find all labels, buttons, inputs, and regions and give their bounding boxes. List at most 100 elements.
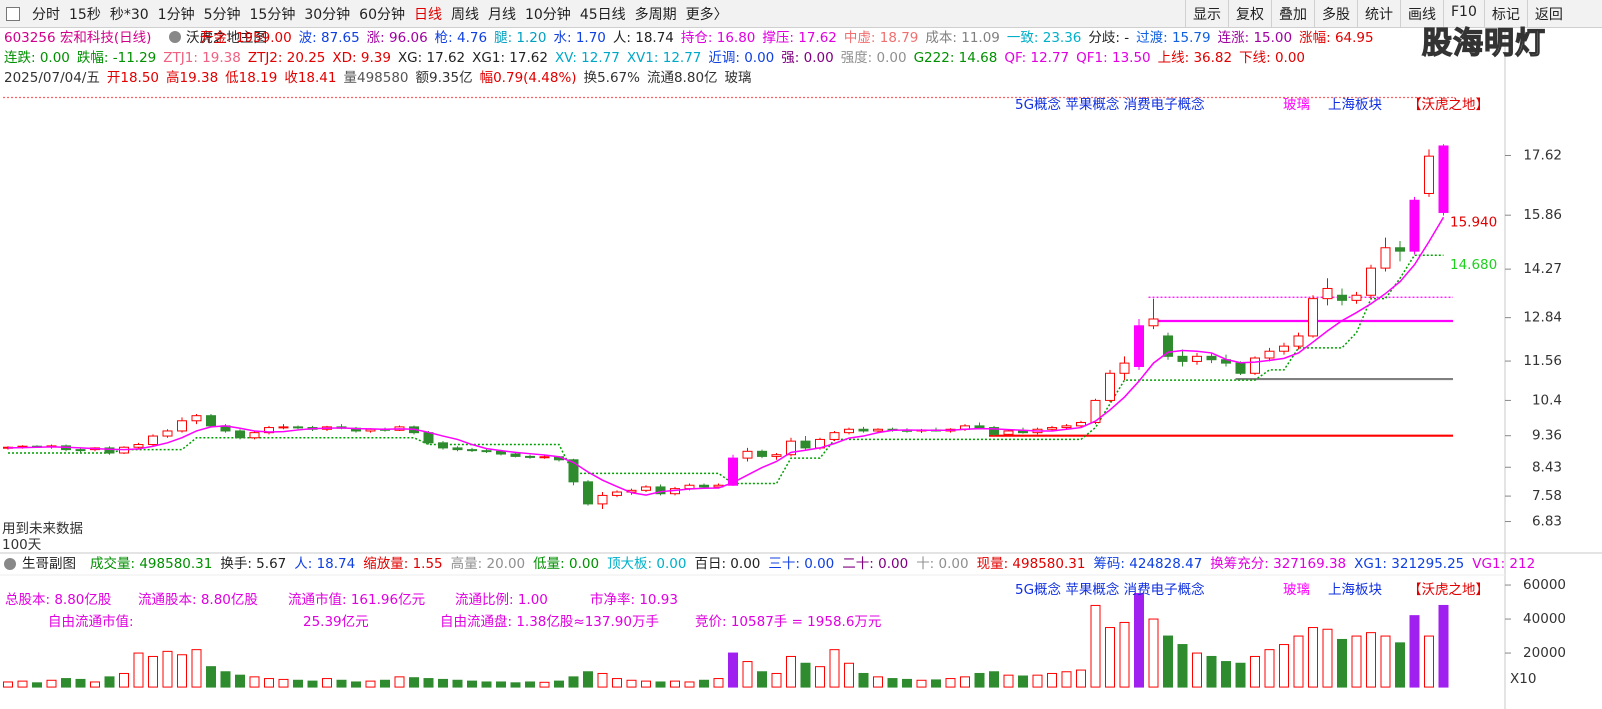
info-row: 连跌: 0.00 跌幅: -11.29 ZTJ1: 19.38 ZTJ2: 20.25… bbox=[4, 48, 1504, 68]
sub-header-item: 三十: 0.00 bbox=[768, 556, 834, 572]
candle-body bbox=[1105, 372, 1115, 401]
chart-note: 用到未来数据 bbox=[2, 521, 83, 537]
candle-body bbox=[539, 456, 550, 459]
volume-bar bbox=[1018, 675, 1028, 688]
info-item: 涨幅: 64.95 bbox=[1299, 30, 1374, 46]
concept-label: 5G概念 苹果概念 消费电子概念 bbox=[1015, 96, 1205, 113]
period-tab[interactable]: 更多〉 bbox=[685, 6, 728, 23]
stock-info: 竞价: 10587手 = 1958.6万元 bbox=[695, 613, 881, 630]
candle-body bbox=[249, 432, 260, 439]
tool-button[interactable]: 多股 bbox=[1314, 0, 1357, 27]
period-tab[interactable]: 多周期 bbox=[634, 6, 677, 23]
volume-bar bbox=[496, 681, 506, 688]
info-item: 连跌: 0.00 bbox=[4, 50, 70, 66]
candle-body bbox=[757, 450, 767, 457]
period-tab[interactable]: 月线 bbox=[487, 6, 516, 23]
info-item: XG1: 17.62 bbox=[472, 50, 548, 66]
candle-body bbox=[1395, 247, 1405, 252]
info-item: XD: 9.39 bbox=[332, 50, 391, 66]
stock-info: 流通市值: 161.96亿元 bbox=[288, 591, 425, 608]
menu-icon[interactable] bbox=[6, 7, 20, 21]
info-row: 开金: 1959.00 波: 87.65 涨: 96.06 枪: 4.76 腿: 1.2… bbox=[200, 28, 1415, 48]
period-tab[interactable]: 日线 bbox=[413, 6, 442, 23]
volume-bar bbox=[1380, 635, 1391, 688]
info-item: 近调: 0.00 bbox=[708, 50, 775, 66]
candle-body bbox=[133, 444, 144, 448]
info-item: 流通8.80亿 bbox=[646, 70, 718, 86]
info-item: G222: 14.68 bbox=[913, 50, 998, 66]
y-tick-label: 9.36 bbox=[1532, 428, 1562, 444]
info-item: XV: 12.77 bbox=[554, 50, 620, 66]
tool-button[interactable]: 返回 bbox=[1526, 0, 1570, 27]
settings-icon[interactable] bbox=[4, 558, 16, 570]
volume-bar bbox=[583, 671, 593, 688]
volume-bar bbox=[307, 680, 318, 688]
tool-button[interactable]: 显示 bbox=[1185, 0, 1228, 27]
volume-bar bbox=[1308, 627, 1318, 688]
period-tab[interactable]: 秒*30 bbox=[109, 6, 149, 23]
settings-icon[interactable] bbox=[169, 31, 181, 43]
info-item: QF1: 13.50 bbox=[1076, 50, 1151, 66]
concept-label: 上海板块 bbox=[1328, 97, 1382, 113]
volume-bar bbox=[1366, 632, 1376, 688]
period-tab[interactable]: 1分钟 bbox=[157, 6, 195, 23]
sub-chart-title: 生哥副图 bbox=[22, 556, 76, 572]
sub-header-item: 换手: 5.67 bbox=[220, 556, 286, 572]
period-tab[interactable]: 10分钟 bbox=[524, 6, 571, 23]
concept-label: 玻璃 bbox=[1283, 96, 1310, 113]
tool-button[interactable]: 统计 bbox=[1357, 0, 1400, 27]
volume-bar bbox=[974, 672, 985, 688]
info-row: 2025/07/04/五 开18.50 高19.38 低18.19 收18.41 量498… bbox=[4, 68, 1504, 88]
tool-button[interactable]: 叠加 bbox=[1271, 0, 1314, 27]
info-item: 强度: 0.00 bbox=[840, 50, 907, 66]
tool-buttons: 显示 复权 叠加 多股 统计 画线 F10 标记 返回 bbox=[1185, 0, 1570, 27]
volume-bar bbox=[278, 678, 289, 688]
y-tick-label: 60000 bbox=[1523, 577, 1566, 593]
period-tab[interactable]: 周线 bbox=[450, 6, 479, 23]
volume-bar bbox=[539, 681, 550, 688]
volume-bar bbox=[916, 679, 927, 688]
tool-button[interactable]: 复权 bbox=[1228, 0, 1271, 27]
candle-body bbox=[510, 453, 521, 457]
y-tick-label: 14.27 bbox=[1523, 261, 1562, 277]
volume-bar bbox=[148, 655, 158, 688]
volume-bar bbox=[191, 649, 202, 688]
info-item: 量498580 bbox=[343, 70, 409, 86]
candle-body bbox=[728, 457, 738, 486]
candle-body bbox=[583, 481, 593, 505]
volume-bar bbox=[670, 680, 680, 688]
sub-header-item: 顶大板: 0.00 bbox=[607, 556, 686, 572]
info-item: 高19.38 bbox=[166, 70, 219, 86]
concept-label: 【沃虎之地】 bbox=[1408, 582, 1489, 598]
volume-bar bbox=[612, 678, 622, 688]
info-item: 下线: 0.00 bbox=[1239, 50, 1306, 66]
period-tab[interactable]: 45日线 bbox=[579, 6, 626, 23]
period-tab[interactable]: 15秒 bbox=[69, 6, 101, 23]
period-tab[interactable]: 15分钟 bbox=[249, 6, 296, 23]
period-tab[interactable]: 分时 bbox=[32, 6, 60, 23]
volume-bar bbox=[829, 649, 840, 688]
volume-bar bbox=[1076, 669, 1086, 688]
volume-bar bbox=[322, 678, 332, 688]
period-tab[interactable]: 5分钟 bbox=[203, 6, 241, 23]
volume-bar bbox=[1395, 642, 1405, 688]
volume-bar bbox=[1047, 672, 1057, 688]
tool-button[interactable]: 标记 bbox=[1483, 0, 1527, 27]
tool-button[interactable]: F10 bbox=[1443, 0, 1484, 27]
concept-label: 玻璃 bbox=[1283, 581, 1310, 598]
candle-body bbox=[989, 427, 999, 435]
sub-header-item: 成交量: 498580.31 bbox=[90, 555, 212, 572]
price-label: 15.940 bbox=[1450, 214, 1497, 230]
candle-body bbox=[1351, 294, 1362, 301]
candle-body bbox=[148, 435, 158, 446]
candle-body bbox=[771, 454, 782, 457]
candle-body bbox=[1061, 425, 1072, 429]
volume-bar bbox=[365, 680, 376, 688]
volume-bar bbox=[177, 654, 187, 688]
watermark: 股海明灯 bbox=[1421, 25, 1546, 61]
period-tab[interactable]: 60分钟 bbox=[359, 6, 405, 23]
info-item: 枪: 4.76 bbox=[434, 30, 488, 46]
volume-bar bbox=[597, 672, 608, 688]
period-tab[interactable]: 30分钟 bbox=[304, 6, 351, 23]
tool-button[interactable]: 画线 bbox=[1400, 0, 1443, 27]
